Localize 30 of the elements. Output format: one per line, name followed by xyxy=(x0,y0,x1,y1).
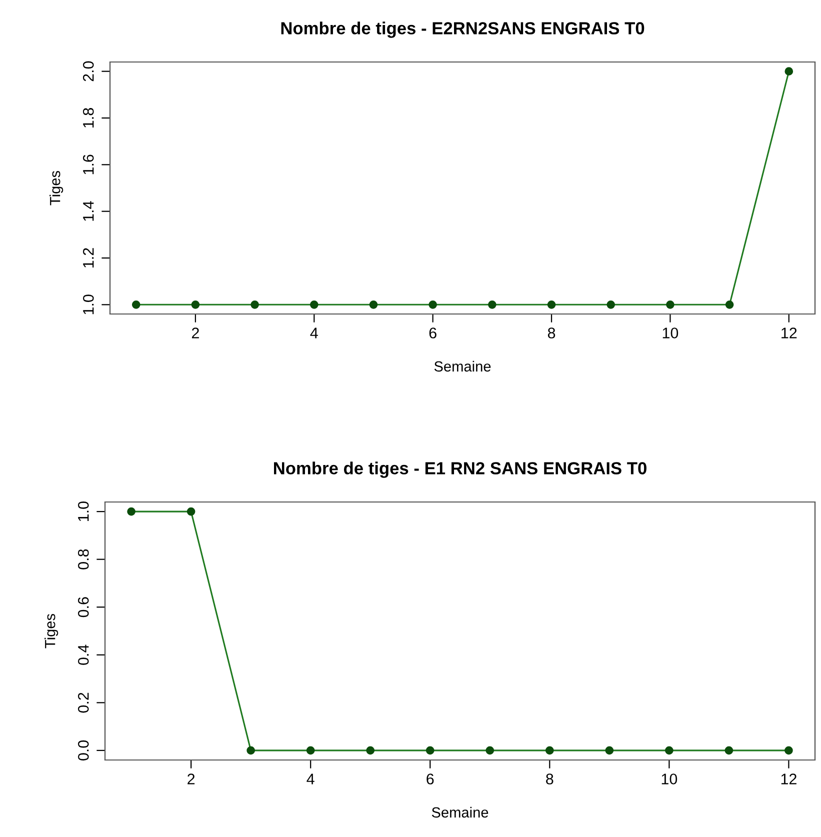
x-axis-title: Semaine xyxy=(432,806,488,818)
y-axis-title: Tiges xyxy=(44,614,58,648)
y-tick-label: 0.2 xyxy=(78,692,89,713)
y-tick-label: 0.0 xyxy=(78,740,89,760)
y-tick-label: 0.8 xyxy=(78,549,89,570)
chart-title: Nombre de tiges - E1 RN2 SANS ENGRAIS T0 xyxy=(274,462,646,478)
y-tick-label: 1.0 xyxy=(82,294,94,314)
y-axis-title: Tiges xyxy=(50,170,64,206)
y-tick-label: 0.6 xyxy=(78,597,89,618)
x-tick-label: 8 xyxy=(546,774,554,784)
x-tick-label: 12 xyxy=(782,328,797,338)
x-tick-label: 12 xyxy=(781,774,796,784)
x-tick-label: 10 xyxy=(662,328,678,338)
x-tick-label: 4 xyxy=(310,328,318,338)
x-tick-label: 6 xyxy=(429,328,436,338)
x-axis-title: Semaine xyxy=(434,360,491,372)
y-tick-label: 1.0 xyxy=(78,502,89,522)
y-tick-label: 1.4 xyxy=(83,201,94,221)
x-tick-label: 10 xyxy=(662,774,678,784)
y-tick-label: 0.4 xyxy=(78,644,89,665)
x-tick-label: 2 xyxy=(188,774,195,784)
x-tick-label: 6 xyxy=(426,774,434,784)
x-tick-label: 8 xyxy=(548,328,556,338)
x-tick-label: 4 xyxy=(306,774,314,784)
x-tick-label: 2 xyxy=(192,328,199,338)
y-tick-label: 1.6 xyxy=(82,154,94,174)
y-tick-label: 1.2 xyxy=(82,248,94,268)
y-tick-label: 2.0 xyxy=(82,61,94,82)
y-tick-label: 1.8 xyxy=(82,108,94,128)
chart-title: Nombre de tiges - E2RN2SANS ENGRAIS T0 xyxy=(281,22,644,38)
